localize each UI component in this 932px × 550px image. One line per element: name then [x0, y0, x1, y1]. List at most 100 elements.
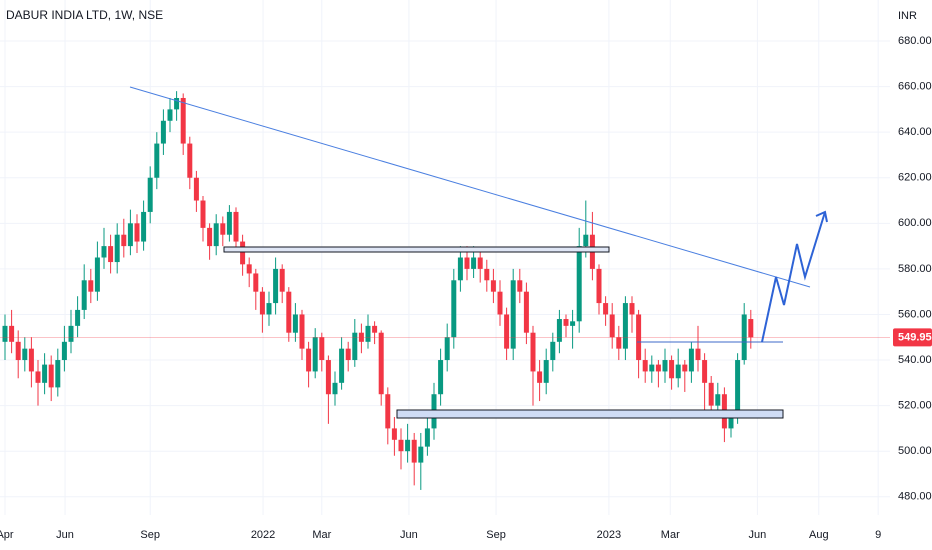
trend-line — [129, 86, 811, 288]
candles — [0, 91, 890, 490]
x-tick-label: Jun — [56, 529, 74, 541]
y-tick-label: 640.00 — [898, 126, 932, 138]
x-tick-label: Aug — [809, 529, 829, 541]
projection-arrow — [761, 211, 826, 343]
candle-body — [15, 341, 21, 361]
y-tick-label: 580.00 — [898, 263, 932, 275]
resistance-zone — [223, 246, 610, 253]
candle-body — [543, 360, 549, 383]
candle-body — [108, 246, 114, 263]
candle-body — [405, 439, 411, 452]
candle-body — [233, 211, 239, 242]
candle-body — [688, 348, 694, 372]
candle-body — [616, 337, 622, 349]
candle-body — [576, 246, 582, 322]
support-zone — [396, 409, 784, 419]
candle-body — [147, 177, 153, 212]
candle-body — [655, 364, 661, 372]
candle-body — [42, 364, 48, 383]
x-tick-label: Jun — [400, 529, 418, 541]
candle-body — [160, 120, 166, 144]
candle-body — [748, 319, 754, 338]
candle-body — [438, 360, 444, 395]
candle-body — [563, 319, 569, 326]
candle-body — [517, 280, 523, 292]
candle-body — [682, 364, 688, 372]
candle-body — [398, 439, 404, 452]
candle-body — [471, 257, 477, 269]
candle-body — [345, 348, 351, 361]
candle-body — [378, 332, 384, 395]
candle-body — [372, 325, 378, 333]
x-tick-label: 9 — [875, 529, 881, 541]
candle-body — [187, 143, 193, 178]
candle-body — [200, 200, 206, 228]
candle-body — [213, 223, 219, 247]
candle-body — [523, 291, 529, 333]
x-axis: Apr Jun Sep 2022 Mar Jun Sep 2023 Mar Jun Aug 9 — [0, 529, 881, 541]
candle-body — [246, 264, 252, 274]
candle-body — [154, 143, 160, 178]
y-tick-label: 620.00 — [898, 172, 932, 184]
y-tick-label: 560.00 — [898, 308, 932, 320]
candle-body — [339, 348, 345, 383]
candle-body — [642, 360, 648, 372]
y-tick-label: 500.00 — [898, 445, 932, 457]
candle-body — [48, 364, 54, 388]
drawings — [129, 86, 828, 419]
y-axis: 480.00 500.00 520.00 540.00 560.00 580.00 600.… — [893, 35, 932, 503]
candle-body — [325, 360, 331, 395]
candle-body — [556, 319, 562, 342]
candle-body — [596, 268, 602, 304]
candle-body — [299, 314, 305, 349]
candle-body — [55, 360, 61, 388]
candle-body — [167, 109, 173, 121]
candle-body — [22, 348, 28, 361]
candle-body — [708, 382, 714, 406]
candle-body — [504, 314, 510, 349]
candle-body — [259, 291, 265, 315]
candle-body — [35, 371, 41, 383]
candle-body — [622, 303, 628, 349]
candle-body — [418, 446, 424, 463]
candle-body — [2, 325, 8, 342]
candle-body — [180, 97, 186, 144]
candle-body — [735, 360, 741, 418]
candle-body — [695, 348, 701, 361]
candle-body — [61, 341, 67, 361]
candle-body — [266, 303, 272, 315]
y-tick-label: 520.00 — [898, 400, 932, 412]
candle-body — [609, 314, 615, 338]
last-price-box — [893, 328, 932, 347]
candle-body — [352, 332, 358, 361]
last-price-label: 549.95 — [898, 331, 932, 343]
candle-body — [319, 337, 325, 361]
candle-body — [286, 291, 292, 333]
candle-body — [424, 428, 430, 447]
candle-body — [451, 280, 457, 338]
candle-body — [141, 211, 147, 242]
candle-body — [385, 394, 391, 429]
x-tick-label: 2023 — [597, 529, 621, 541]
candle-body — [444, 337, 450, 361]
candle-body — [253, 273, 259, 292]
candle-body — [193, 177, 199, 201]
candle-body — [121, 234, 127, 247]
candle-body — [174, 97, 180, 110]
candle-body — [715, 394, 721, 406]
x-tick-label: Sep — [486, 529, 506, 541]
candle-body — [649, 364, 655, 372]
candle-body — [101, 246, 107, 258]
candle-body — [537, 371, 543, 383]
candle-body — [114, 234, 120, 263]
candle-body — [279, 268, 285, 292]
candle-body — [88, 280, 94, 292]
candle-body — [510, 280, 516, 349]
x-tick-label: Mar — [312, 529, 331, 541]
candle-body — [457, 257, 463, 281]
candle-body — [68, 325, 74, 342]
candle-body — [332, 382, 338, 395]
candle-body — [134, 223, 140, 242]
